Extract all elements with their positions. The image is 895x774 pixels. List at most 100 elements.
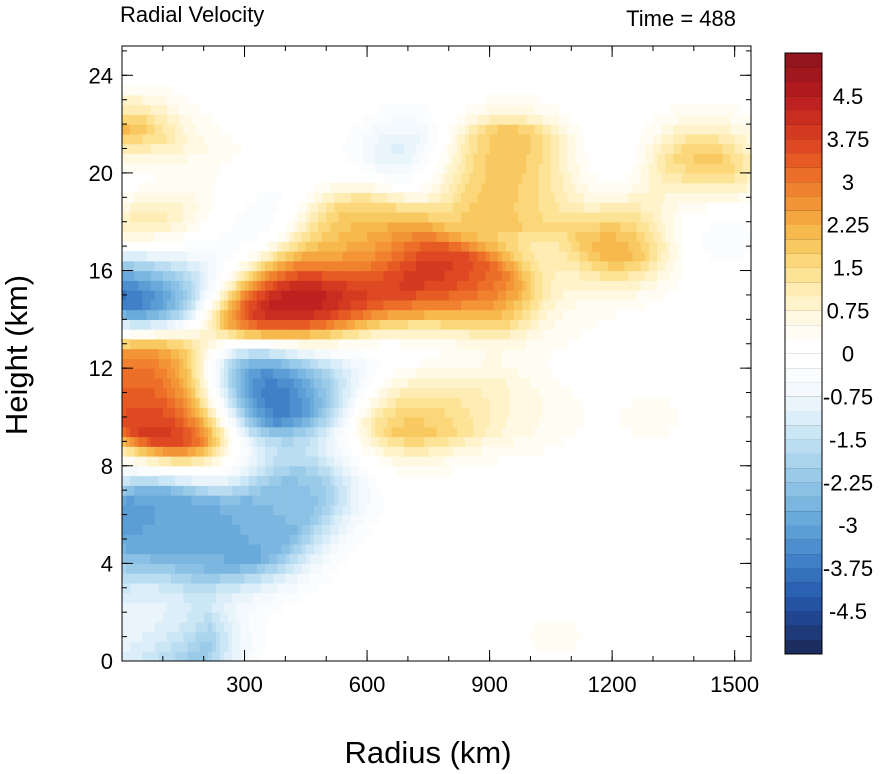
heatmap-cell xyxy=(326,543,331,555)
heatmap-cell xyxy=(354,456,360,467)
heatmap-cell xyxy=(669,172,674,184)
heatmap-cell xyxy=(452,358,458,369)
heatmap-cell xyxy=(379,280,385,291)
heatmap-cell xyxy=(673,133,679,145)
heatmap-cell xyxy=(395,251,401,262)
heatmap-cell xyxy=(554,290,560,301)
heatmap-cell xyxy=(444,172,450,184)
heatmap-cell xyxy=(162,143,168,154)
heatmap-cell xyxy=(395,387,401,399)
heatmap-cell xyxy=(207,573,213,584)
heatmap-cell xyxy=(493,309,499,320)
heatmap-cell xyxy=(293,260,299,272)
heatmap-cell xyxy=(150,504,156,516)
heatmap-cell xyxy=(718,231,724,242)
heatmap-cell xyxy=(383,251,389,262)
heatmap-cell xyxy=(367,182,372,194)
heatmap-cell xyxy=(236,270,242,281)
heatmap-cell xyxy=(244,377,250,389)
heatmap-cell xyxy=(342,270,348,281)
heatmap-cell xyxy=(305,319,311,330)
heatmap-cell xyxy=(579,299,585,311)
heatmap-cell xyxy=(550,231,556,242)
heatmap-cell xyxy=(636,416,642,428)
heatmap-cell xyxy=(207,251,213,262)
heatmap-cell xyxy=(162,504,168,516)
heatmap-cell xyxy=(746,163,751,174)
heatmap-cell xyxy=(301,221,307,233)
heatmap-cell xyxy=(285,348,291,359)
heatmap-cell xyxy=(367,329,372,340)
heatmap-cell xyxy=(322,182,327,194)
heatmap-cell xyxy=(395,329,401,340)
heatmap-cell xyxy=(326,456,331,467)
heatmap-cell xyxy=(162,368,168,379)
heatmap-cell xyxy=(256,221,262,233)
heatmap-cell xyxy=(432,172,438,184)
heatmap-cell xyxy=(297,485,303,496)
heatmap-cell xyxy=(501,416,507,428)
heatmap-cell xyxy=(367,143,372,154)
heatmap-cell xyxy=(489,377,495,389)
heatmap-cell xyxy=(313,465,319,477)
heatmap-cell xyxy=(162,436,168,447)
heatmap-cell xyxy=(305,329,311,340)
heatmap-cell xyxy=(424,290,429,301)
heatmap-cell xyxy=(706,231,711,242)
heatmap-cell xyxy=(130,358,135,369)
heatmap-cell xyxy=(289,582,295,594)
heatmap-cell xyxy=(620,270,625,281)
heatmap-cell xyxy=(420,163,425,174)
heatmap-cell xyxy=(522,143,527,154)
heatmap-cell xyxy=(273,495,278,506)
heatmap-cell xyxy=(510,290,515,301)
heatmap-cell xyxy=(260,495,266,506)
heatmap-cell xyxy=(236,426,242,438)
heatmap-cell xyxy=(571,143,576,154)
heatmap-cell xyxy=(346,456,352,467)
heatmap-cell xyxy=(305,202,311,213)
heatmap-cell xyxy=(362,495,368,506)
heatmap-cell xyxy=(191,514,197,525)
heatmap-cell xyxy=(371,211,376,223)
heatmap-cell xyxy=(281,426,286,438)
heatmap-cell xyxy=(493,221,499,233)
heatmap-cell xyxy=(203,446,209,457)
heatmap-cell xyxy=(534,358,540,369)
heatmap-cell xyxy=(583,202,589,213)
heatmap-cell xyxy=(371,407,376,418)
heatmap-cell xyxy=(187,192,193,203)
heatmap-cell xyxy=(232,621,237,633)
heatmap-cell xyxy=(126,534,131,545)
heatmap-cell xyxy=(358,153,364,164)
heatmap-cell xyxy=(362,153,368,164)
heatmap-cell xyxy=(362,211,368,223)
heatmap-cell xyxy=(501,299,507,311)
heatmap-cell xyxy=(199,377,205,389)
heatmap-cell xyxy=(465,387,470,399)
heatmap-cell xyxy=(171,651,176,661)
heatmap-cell xyxy=(248,319,254,330)
heatmap-cell xyxy=(142,260,148,272)
heatmap-cell xyxy=(326,504,331,516)
heatmap-cell xyxy=(334,251,340,262)
heatmap-cell xyxy=(440,153,446,164)
heatmap-cell xyxy=(211,368,217,379)
heatmap-cell xyxy=(297,582,303,594)
heatmap-cell xyxy=(501,446,507,457)
heatmap-cell xyxy=(301,456,307,467)
heatmap-cell xyxy=(342,465,348,477)
heatmap-cell xyxy=(154,436,160,447)
heatmap-cell xyxy=(244,465,250,477)
heatmap-cell xyxy=(346,329,352,340)
heatmap-cell xyxy=(142,153,148,164)
heatmap-cell xyxy=(122,543,127,555)
heatmap-cell xyxy=(652,172,658,184)
heatmap-cell xyxy=(501,211,507,223)
heatmap-cell xyxy=(448,319,454,330)
heatmap-cell xyxy=(350,221,356,233)
heatmap-cell xyxy=(187,524,193,535)
heatmap-cell xyxy=(550,163,556,174)
heatmap-cell xyxy=(203,182,209,194)
heatmap-cell xyxy=(452,172,458,184)
